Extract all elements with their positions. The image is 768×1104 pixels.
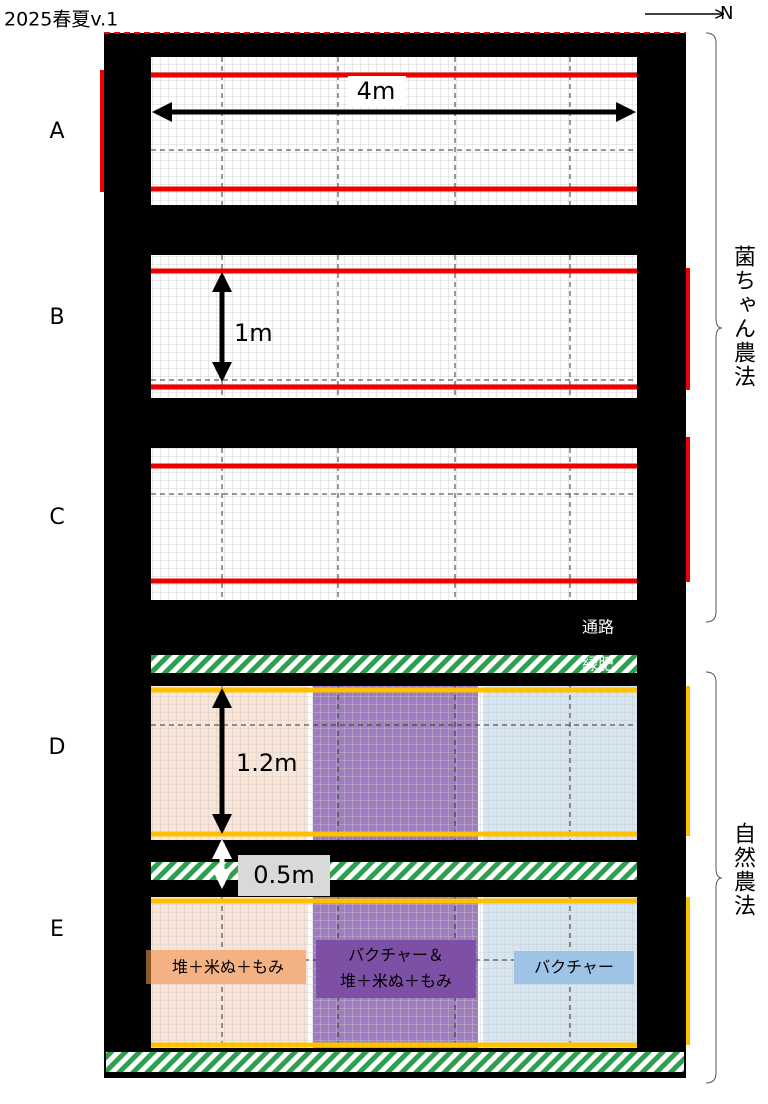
- bed-edge: [151, 186, 637, 192]
- grid: [151, 448, 637, 600]
- bed-edge: [151, 578, 637, 584]
- dimension-label: 4m: [357, 77, 396, 105]
- side-mark: [686, 897, 690, 1045]
- group-label: 自然農法: [730, 822, 756, 918]
- label-bg: [238, 855, 330, 896]
- treatment-box: [146, 950, 306, 984]
- green-manure-strip: [106, 1052, 684, 1072]
- bed-label: C: [49, 505, 64, 530]
- side-mark: [686, 268, 690, 390]
- bed-edge: [151, 687, 637, 693]
- green-manure-strip: [151, 655, 637, 673]
- bed-edge: [151, 72, 637, 78]
- bed-label: A: [49, 119, 64, 144]
- title: 2025春夏v.1: [4, 9, 118, 31]
- bed-edge: [151, 1042, 637, 1048]
- dimension-label: 1m: [234, 319, 273, 347]
- path-label: 通路: [582, 618, 614, 637]
- grid: [151, 255, 637, 398]
- bed-edge: [151, 831, 637, 837]
- treatment-box-edge: [146, 950, 151, 984]
- treatment-box: [316, 940, 476, 998]
- side-mark: [100, 70, 104, 192]
- side-mark: [686, 437, 690, 582]
- group-bracket: [705, 671, 723, 1084]
- dimension-label: 0.5m: [253, 861, 315, 889]
- bed-label: D: [49, 735, 66, 760]
- treatment-label: 堆＋米ぬ＋もみ: [172, 958, 284, 977]
- group-label: 菌ちゃん農法: [730, 245, 756, 389]
- group-bracket: [705, 32, 723, 623]
- north-label: N: [720, 3, 733, 24]
- green-manure-label: 緑肥: [582, 655, 614, 674]
- bed-edge: [151, 384, 637, 390]
- treatment-label: 堆＋米ぬ＋もみ: [340, 972, 452, 991]
- bed-label: B: [49, 305, 64, 330]
- grid: [151, 686, 637, 840]
- treatment-label: バクチャー: [534, 958, 614, 977]
- bed-edge: [151, 268, 637, 274]
- treatment-label: バクチャー＆: [348, 946, 444, 965]
- side-mark: [686, 686, 690, 836]
- treatment-box: [514, 951, 634, 984]
- bed-label: E: [50, 917, 64, 942]
- label-bg: [348, 76, 406, 106]
- bed-edge: [151, 463, 637, 469]
- dimension-label: 1.2m: [236, 749, 298, 777]
- bed-edge: [151, 898, 637, 904]
